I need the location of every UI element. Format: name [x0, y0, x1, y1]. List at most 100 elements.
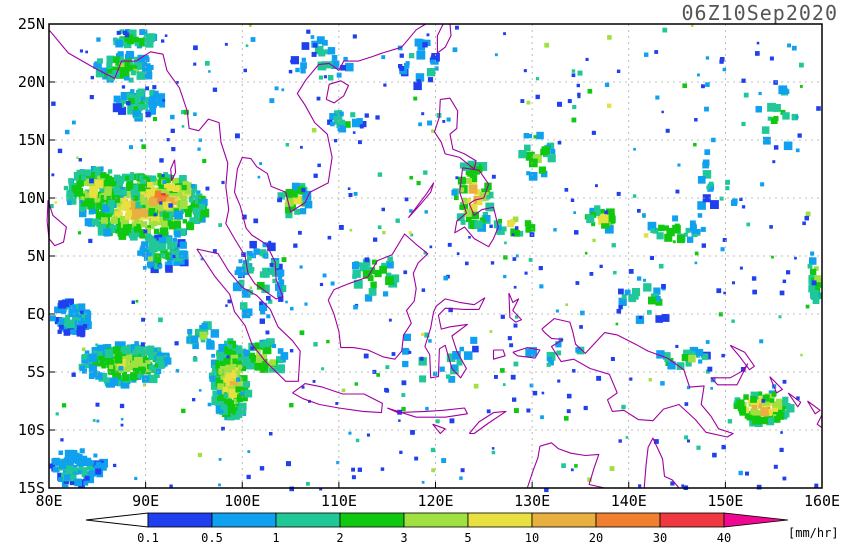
rain-speck-414 [587, 477, 592, 482]
rain-cell-1-68 [154, 195, 163, 204]
rain-speck-143 [401, 380, 407, 386]
rain-speck-39 [401, 393, 406, 397]
coastline-15 [512, 347, 541, 359]
rain-cell-14-47 [236, 266, 245, 275]
rain-cell-26-5 [653, 287, 661, 295]
lat-tick-label-1: 20N [18, 73, 45, 91]
rain-cell-30-18 [446, 353, 456, 362]
rain-speck-27 [618, 439, 622, 443]
coastline-0 [48, 23, 427, 300]
rain-cell-3-39 [137, 250, 143, 256]
rain-cell-8-13 [54, 317, 62, 325]
rain-speck-478 [152, 85, 157, 90]
rain-cell-8-8 [85, 316, 91, 323]
rain-speck-362 [722, 67, 727, 72]
rain-speck-299 [526, 408, 531, 413]
rain-cell-15-34 [259, 341, 266, 348]
rain-cell-14-58 [269, 267, 277, 275]
colorbar-label-4: 3 [400, 531, 407, 544]
rain-speck-3 [512, 257, 517, 261]
rain-speck-210 [557, 140, 562, 145]
rain-cell-22-18 [430, 55, 435, 60]
rain-cell-15-31 [256, 349, 261, 354]
rain-cell-10-62 [66, 450, 72, 455]
rain-cell-7-150 [158, 362, 165, 369]
rain-speck-106 [465, 261, 469, 266]
rain-cell-9-108 [232, 406, 241, 415]
rain-speck-105 [654, 439, 659, 444]
rain-cell-3-33 [153, 261, 162, 270]
rain-speck-161 [704, 106, 709, 112]
rain-cell-9-159 [223, 377, 228, 383]
rain-cell-8-22 [83, 320, 92, 329]
rain-cell-20-19 [385, 276, 394, 285]
rain-speck-225 [720, 247, 725, 252]
rain-cell-17-22 [586, 215, 595, 224]
rain-speck-470 [655, 95, 660, 100]
coastlines [46, 23, 823, 489]
rain-cell-5-39 [134, 95, 141, 102]
rain-cell-30-9 [424, 332, 430, 338]
rain-speck-247 [169, 484, 173, 488]
rain-speck-249 [707, 366, 713, 372]
rain-cell-28-8 [782, 112, 790, 120]
rain-speck-437 [615, 322, 619, 326]
rain-cell-1-62 [133, 195, 139, 201]
rain-cell-1-75 [140, 197, 148, 205]
rain-cell-30-8 [439, 366, 445, 372]
rain-speck-408 [398, 419, 401, 422]
rain-cell-3-30 [165, 253, 173, 260]
rain-speck-417 [65, 129, 70, 135]
coastline-4 [454, 167, 499, 248]
rain-speck-8 [778, 315, 782, 319]
rain-cell-2-1 [103, 180, 112, 189]
rain-cell-0-129 [118, 201, 126, 209]
rain-cell-26-14 [655, 315, 663, 323]
rain-cell-0-295 [139, 229, 144, 234]
rain-cell-8-19 [72, 304, 77, 309]
rain-cell-9-137 [223, 357, 231, 365]
rain-cell-27-14 [558, 337, 563, 343]
rain-speck-268 [567, 99, 572, 104]
rain-speck-201 [561, 463, 566, 468]
rain-speck-100 [161, 174, 165, 177]
rain-cell-7-196 [109, 377, 119, 386]
rain-cell-2-112 [66, 193, 75, 202]
rain-cell-0-284 [141, 221, 148, 228]
rain-cell-15-28 [276, 364, 285, 374]
coastline-8 [386, 407, 468, 418]
rain-cell-14-30 [268, 299, 273, 304]
rain-speck-358 [57, 148, 63, 154]
rain-speck-433 [78, 158, 82, 162]
rain-speck-189 [333, 139, 338, 143]
colorbar-label-8: 30 [653, 531, 667, 544]
rain-cell-10-43 [62, 459, 72, 469]
rain-cell-30-1 [470, 336, 478, 344]
rain-speck-26 [126, 101, 131, 106]
colorbar-swatch-0 [147, 512, 213, 528]
rain-speck-175 [544, 42, 550, 48]
rain-cell-31-13 [187, 329, 193, 335]
rain-speck-145 [539, 284, 544, 289]
rain-cell-11-38 [782, 402, 787, 407]
rain-cell-0-133 [186, 222, 195, 231]
rain-speck-72 [259, 301, 263, 305]
rain-speck-396 [446, 117, 451, 122]
rain-cell-10-79 [58, 477, 63, 482]
rain-speck-401 [259, 162, 263, 165]
rain-cell-13-25 [469, 203, 478, 212]
rain-cell-5-47 [135, 103, 143, 111]
rain-cell-0-162 [182, 219, 187, 224]
rain-cell-10-71 [75, 452, 80, 458]
rain-cell-0-68 [189, 193, 194, 199]
rain-cell-18-18 [690, 220, 696, 227]
rain-speck-126 [526, 100, 531, 105]
rain-speck-508 [504, 241, 507, 245]
rain-cell-12-39 [812, 297, 820, 304]
rain-speck-345 [773, 145, 779, 150]
rain-cell-9-132 [218, 354, 228, 363]
rain-cell-0-270 [134, 225, 142, 233]
rain-cell-2-102 [74, 185, 82, 193]
rain-cell-15-8 [277, 348, 284, 354]
rain-cell-5-28 [148, 99, 157, 108]
